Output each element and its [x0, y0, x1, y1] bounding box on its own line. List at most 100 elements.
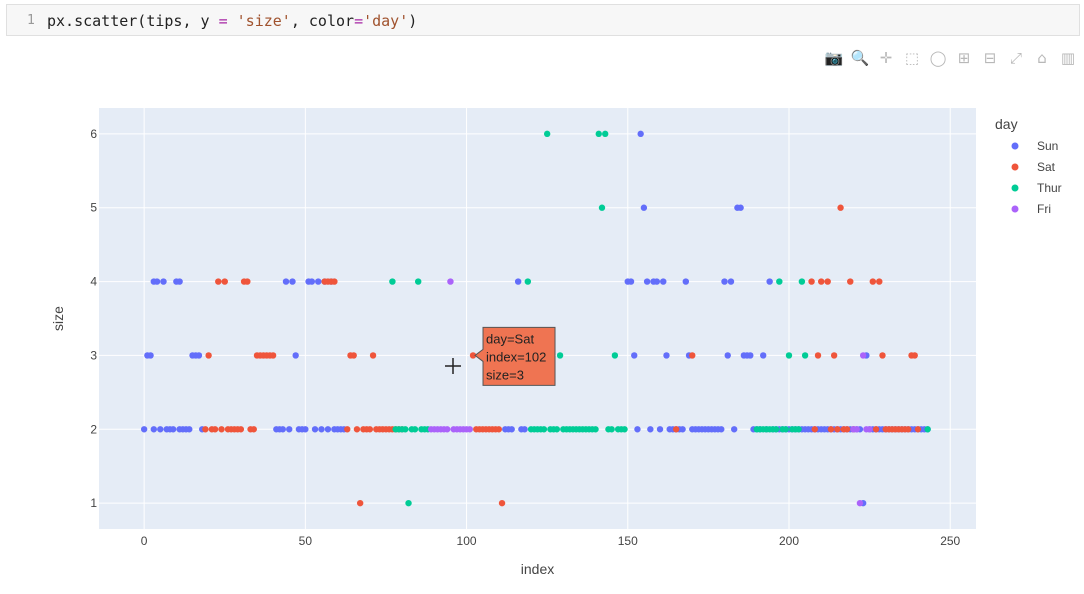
point-sun [160, 278, 167, 285]
point-sun [150, 426, 158, 433]
x-tick-label: 250 [940, 534, 960, 548]
point-sun [643, 278, 651, 285]
code-token: ) [408, 12, 418, 30]
legend-title: day [995, 116, 1018, 132]
legend-marker-fri[interactable] [1011, 205, 1019, 213]
point-sat [350, 352, 357, 359]
point-fri [447, 278, 454, 285]
point-thur [556, 352, 564, 359]
point-sun [718, 426, 725, 433]
x-tick-label: 0 [141, 534, 148, 548]
point-sat [672, 426, 680, 433]
point-sun [147, 352, 154, 359]
hover-text-line: index=102 [486, 349, 546, 364]
hover-text-line: day=Sat [486, 331, 534, 346]
point-sun [286, 426, 293, 433]
x-tick-label: 200 [779, 534, 799, 548]
point-sat [914, 426, 922, 433]
code-token: px.scatter(tips, y [47, 12, 219, 30]
reset-axes-icon[interactable]: ⌂ [1037, 49, 1047, 67]
point-thur [798, 278, 806, 285]
plotly-logo-icon[interactable]: ▥ [1060, 49, 1076, 67]
modebar: 📷 🔍 ✛ ⬚ ◯ ⊞ ⊟ ⤢ ⌂ ▥ [824, 48, 1078, 68]
point-sat [269, 352, 277, 359]
point-sat [834, 426, 841, 433]
point-sat [811, 426, 818, 433]
autoscale-icon[interactable]: ⤢ [1009, 49, 1022, 67]
camera-icon[interactable]: 📷 [824, 49, 844, 67]
point-sat [353, 426, 361, 433]
point-sun [634, 426, 641, 433]
point-sun [279, 426, 286, 433]
point-sat [215, 278, 222, 285]
point-sat [814, 352, 822, 359]
y-tick-label: 1 [90, 496, 97, 510]
point-sun [631, 352, 638, 359]
point-fri [859, 352, 867, 359]
point-sat [876, 278, 883, 285]
point-sun [663, 352, 670, 359]
box-select-icon[interactable]: ⬚ [904, 49, 920, 67]
point-thur [540, 426, 548, 433]
point-sun [637, 130, 644, 138]
legend-marker-thur[interactable] [1011, 184, 1019, 192]
y-tick-label: 4 [90, 275, 97, 289]
point-sat [495, 426, 503, 433]
point-sat [843, 426, 851, 433]
point-sun [653, 278, 660, 285]
point-fri [856, 499, 864, 507]
point-sat [818, 278, 825, 285]
legend-label-thur[interactable]: Thur [1037, 181, 1062, 195]
code-cell[interactable]: 1 px.scatter(tips, y = 'size', color='da… [6, 4, 1080, 36]
point-sat [369, 352, 377, 359]
point-sun [759, 352, 767, 359]
point-sat [830, 352, 838, 359]
point-sat [366, 426, 374, 433]
point-thur [543, 130, 551, 138]
legend-marker-sat[interactable] [1011, 163, 1019, 171]
pan-icon[interactable]: ✛ [879, 49, 893, 67]
point-sat [905, 426, 912, 433]
point-sat [869, 278, 877, 285]
code-line[interactable]: px.scatter(tips, y = 'size', color='day'… [47, 12, 417, 30]
point-sun [140, 426, 148, 433]
point-sat [221, 278, 228, 285]
point-sun [514, 278, 522, 285]
point-sun [282, 278, 290, 285]
y-axis-title: size [50, 306, 66, 331]
point-sun [315, 278, 322, 285]
point-sat [498, 499, 506, 507]
point-sat [218, 426, 225, 433]
point-sat [879, 352, 886, 359]
point-sun [289, 278, 296, 285]
point-thur [608, 426, 615, 433]
point-thur [389, 278, 396, 285]
hover-tooltip [474, 326, 556, 386]
point-sun [627, 278, 635, 285]
point-sun [195, 352, 203, 359]
point-sun [679, 426, 686, 433]
legend-label-sat[interactable]: Sat [1037, 160, 1056, 174]
y-tick-label: 5 [90, 201, 97, 215]
point-thur [924, 426, 931, 433]
point-thur [598, 204, 606, 211]
zoom-icon[interactable]: 🔍 [850, 49, 870, 67]
point-sat [469, 352, 477, 359]
point-sun [656, 426, 664, 433]
legend-label-fri[interactable]: Fri [1037, 202, 1051, 216]
point-thur [795, 426, 802, 433]
point-sun [324, 426, 332, 433]
zoom-out-icon[interactable]: ⊟ [983, 49, 997, 67]
lasso-select-icon[interactable]: ◯ [929, 49, 947, 67]
point-thur [415, 278, 422, 285]
legend-label-sun[interactable]: Sun [1037, 139, 1058, 153]
point-sat [205, 352, 212, 359]
x-axis-title: index [521, 561, 554, 577]
point-thur [776, 278, 783, 285]
zoom-in-icon[interactable]: ⊞ [957, 49, 971, 67]
legend-marker-sun[interactable] [1011, 142, 1019, 150]
point-thur [621, 426, 628, 433]
point-sat [244, 278, 251, 285]
point-sat [211, 426, 219, 433]
